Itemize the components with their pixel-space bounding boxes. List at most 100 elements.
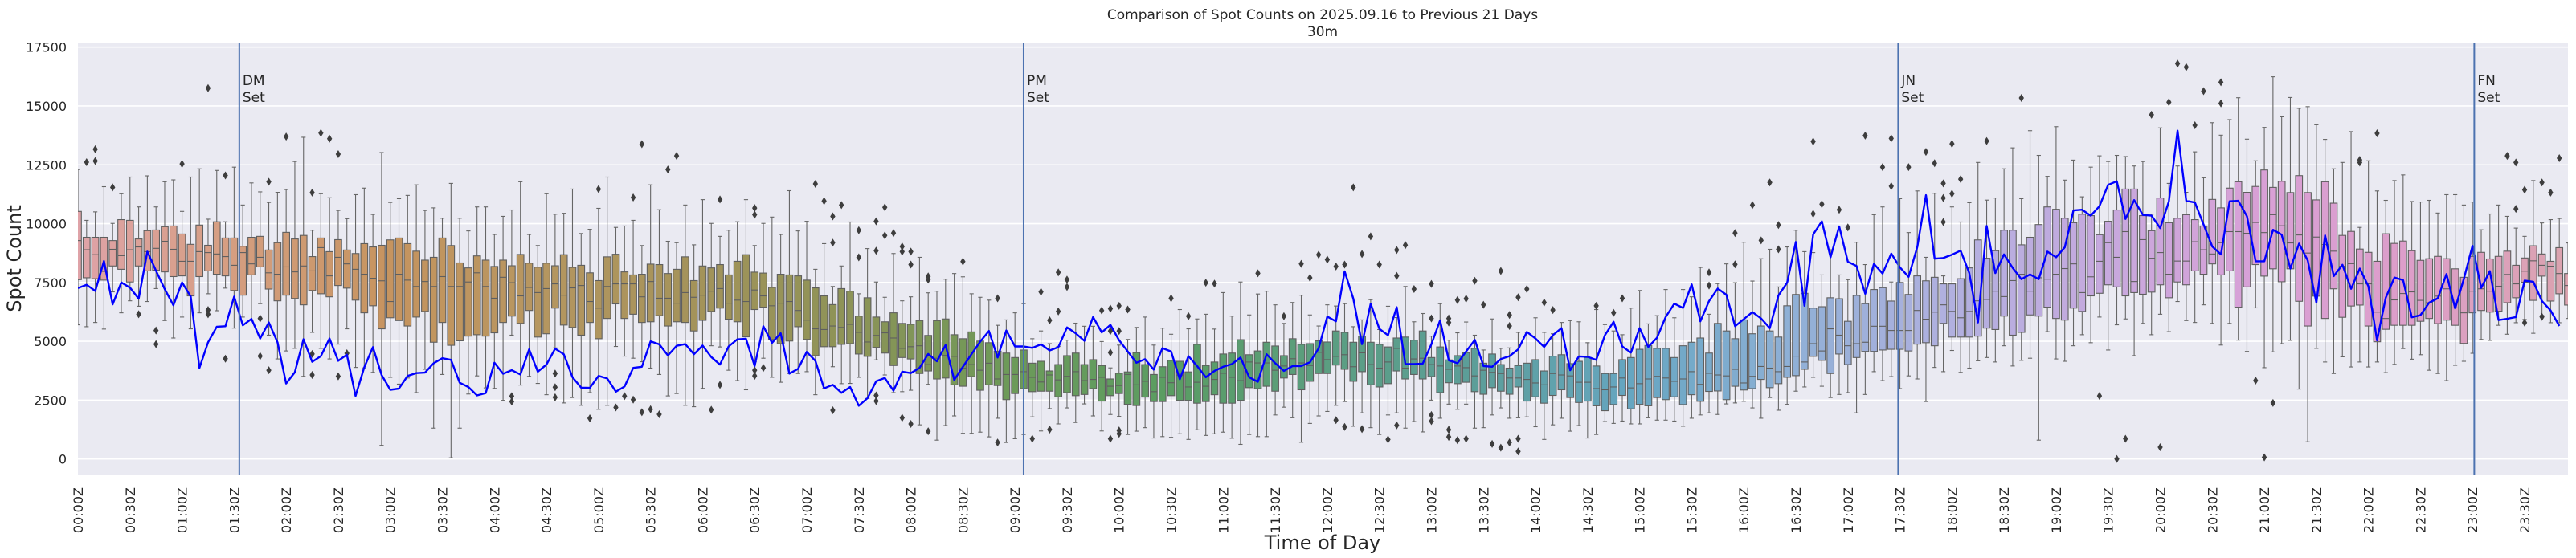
box-iqr xyxy=(2017,244,2026,333)
box-iqr xyxy=(534,267,542,338)
outlier-point xyxy=(1029,434,1035,443)
box-242 xyxy=(2173,165,2181,303)
box-63 xyxy=(620,225,629,357)
box-iqr xyxy=(1852,295,1861,358)
outlier-point xyxy=(1498,443,1504,452)
x-tick-label: 09:30Z xyxy=(1060,487,1075,533)
outlier-point xyxy=(2548,188,2554,197)
box-198 xyxy=(1792,230,1800,392)
box-iqr xyxy=(2407,250,2416,326)
box-iqr xyxy=(186,243,195,297)
outlier-point xyxy=(2174,59,2181,68)
outlier-point xyxy=(873,397,879,405)
box-iqr xyxy=(1141,364,1149,398)
outlier-point xyxy=(622,392,628,401)
box-iqr xyxy=(1922,280,1930,344)
outlier-point xyxy=(709,405,714,414)
box-121 xyxy=(1123,339,1132,435)
box-iqr xyxy=(707,267,716,312)
box-iqr xyxy=(403,242,412,327)
outlier-point xyxy=(2123,434,2128,443)
box-iqr xyxy=(1384,346,1392,385)
box-iqr xyxy=(1731,338,1740,387)
box-iqr xyxy=(1523,362,1531,402)
box-iqr xyxy=(689,279,698,332)
box-iqr xyxy=(1176,360,1184,401)
box-iqr xyxy=(1158,366,1167,402)
current-day-line-series xyxy=(78,129,2561,407)
box-iqr xyxy=(1957,278,1965,338)
outlier-point xyxy=(1411,285,1417,294)
box-184 xyxy=(1670,317,1678,422)
box-110 xyxy=(1028,338,1037,417)
box-255 xyxy=(2286,96,2295,341)
outlier-point xyxy=(639,408,645,417)
outlier-point xyxy=(830,238,836,247)
box-iqr xyxy=(915,320,924,374)
box-251 xyxy=(2251,160,2260,309)
box-20 xyxy=(247,182,256,321)
box-5 xyxy=(117,193,125,314)
box-39 xyxy=(412,184,420,393)
outlier-point xyxy=(318,128,324,137)
box-iqr xyxy=(100,236,108,281)
outlier-point xyxy=(1706,281,1712,290)
box-99 xyxy=(933,291,941,441)
box-iqr xyxy=(794,275,803,328)
box-11 xyxy=(169,179,178,339)
box-iqr xyxy=(1800,292,1809,370)
box-188 xyxy=(1705,313,1713,413)
box-216 xyxy=(1948,206,1957,352)
box-247 xyxy=(2217,134,2225,346)
box-0 xyxy=(78,169,82,326)
box-105 xyxy=(984,299,993,438)
outlier-point xyxy=(1957,175,1964,184)
x-tick-label: 14:30Z xyxy=(1580,487,1596,533)
box-iqr xyxy=(1678,345,1687,405)
x-tick-label: 19:30Z xyxy=(2101,487,2116,533)
box-iqr xyxy=(2226,187,2234,271)
box-iqr xyxy=(984,342,993,385)
box-122 xyxy=(1132,327,1141,432)
box-iqr xyxy=(724,274,733,320)
box-24 xyxy=(282,189,290,352)
box-iqr xyxy=(117,218,125,270)
box-iqr xyxy=(1392,337,1401,372)
box-iqr xyxy=(1618,359,1626,397)
box-iqr xyxy=(1410,340,1418,375)
chart-subtitle: 30m xyxy=(1307,24,1338,40)
box-iqr xyxy=(1288,338,1297,375)
box-iqr xyxy=(620,271,629,320)
outlier-point xyxy=(1515,434,1521,443)
outlier-point xyxy=(1359,425,1365,434)
box-iqr xyxy=(1201,365,1210,402)
box-iqr xyxy=(1713,323,1722,392)
box-iqr xyxy=(767,287,776,340)
outlier-point xyxy=(1515,293,1521,302)
box-169 xyxy=(1539,332,1548,440)
box-249 xyxy=(2234,97,2243,341)
outlier-point xyxy=(2513,158,2519,167)
box-iqr xyxy=(2052,209,2060,320)
box-iqr xyxy=(2104,221,2112,286)
box-iqr xyxy=(2217,207,2225,275)
outlier-point xyxy=(1611,308,1617,317)
outlier-point xyxy=(552,393,558,401)
box-iqr xyxy=(673,268,681,323)
outlier-point xyxy=(509,392,515,401)
x-tick-label: 14:00Z xyxy=(1528,487,1544,533)
box-iqr xyxy=(1879,287,1887,351)
box-iqr xyxy=(1609,373,1618,405)
box-iqr xyxy=(264,249,273,290)
outlier-point xyxy=(2253,377,2259,385)
outlier-point xyxy=(335,150,341,159)
box-15 xyxy=(204,218,212,295)
outlier-point xyxy=(283,132,289,141)
box-iqr xyxy=(837,287,846,345)
box-iqr xyxy=(603,256,611,320)
box-iqr xyxy=(2243,191,2251,287)
box-iqr xyxy=(1965,267,1973,338)
y-axis-ticks: 0 2500 5000 7500 10000 12500 15000 17500 xyxy=(26,40,67,467)
box-iqr xyxy=(1193,344,1201,404)
box-106 xyxy=(993,324,1002,419)
